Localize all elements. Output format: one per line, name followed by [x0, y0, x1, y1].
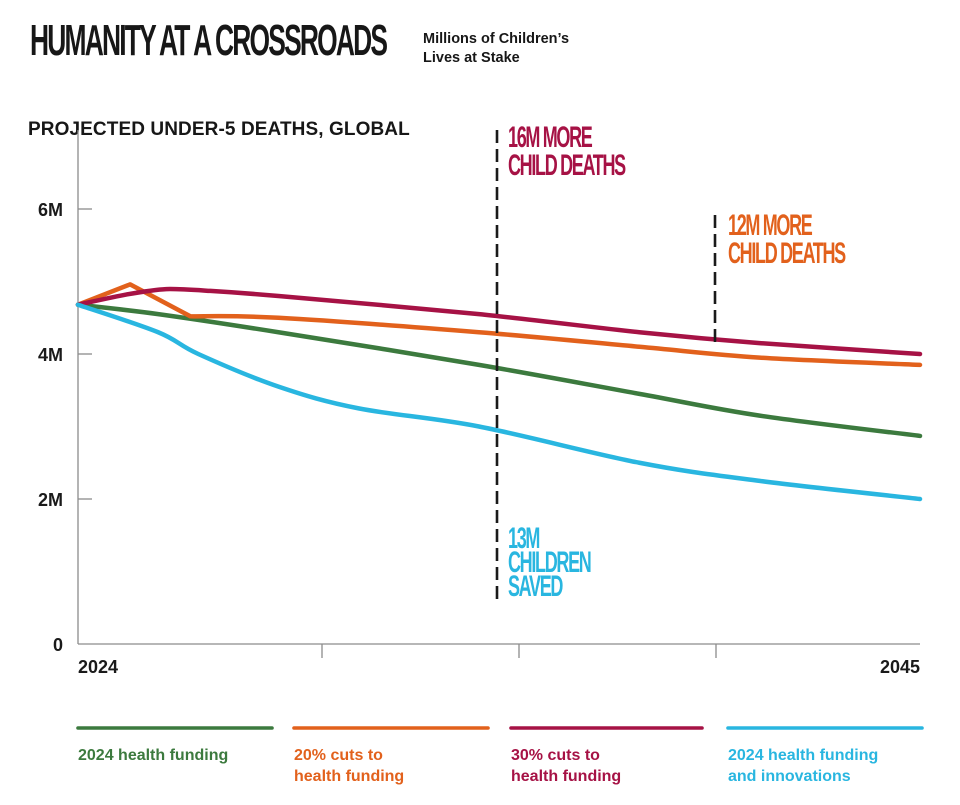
svg-text:2M: 2M [38, 490, 63, 510]
svg-text:4M: 4M [38, 345, 63, 365]
svg-text:2045: 2045 [880, 657, 920, 677]
svg-text:2024: 2024 [78, 657, 118, 677]
svg-text:6M: 6M [38, 200, 63, 220]
svg-text:0: 0 [53, 635, 63, 655]
